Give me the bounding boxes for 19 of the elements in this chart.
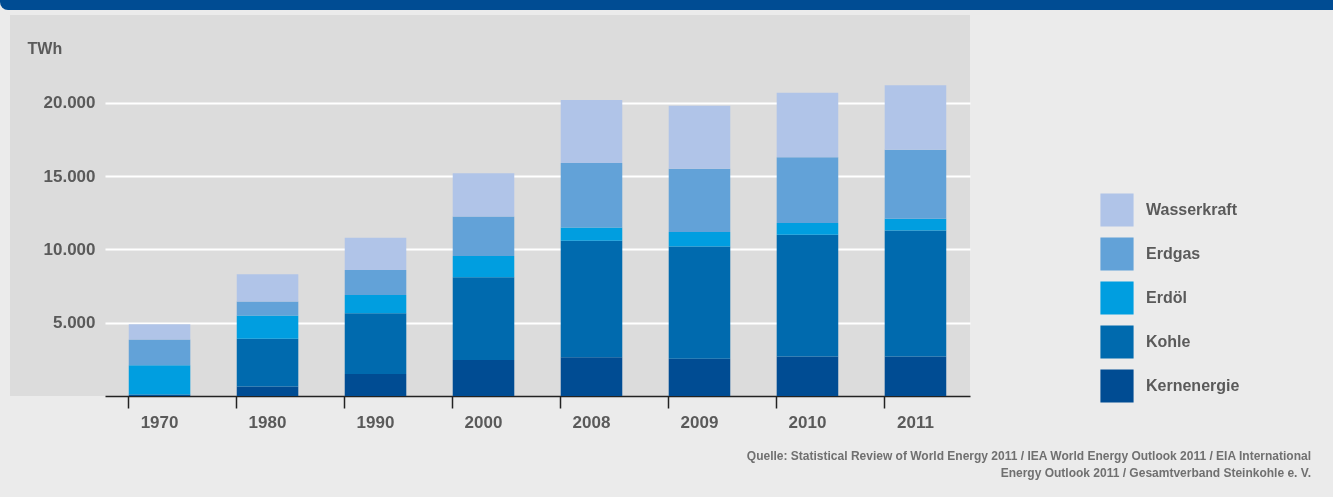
y-tick-label: 5.000 bbox=[52, 313, 96, 333]
y-tick-label: 20.000 bbox=[43, 93, 96, 113]
x-tick-label: 2011 bbox=[897, 412, 934, 432]
legend-label: Kohle bbox=[1146, 333, 1191, 350]
y-tick-label: 10.000 bbox=[43, 239, 96, 259]
x-tick-label: 2010 bbox=[788, 412, 827, 432]
legend-label: Erdgas bbox=[1146, 245, 1201, 262]
source-note: Quelle: Statistical Review of World Energy 2011 / IEA World Energy Outlook 2011 / EIA International Energy Outlook 2011 / Gesamtverband Steinkohle e. V. bbox=[745, 448, 1311, 482]
x-tick-label: 2000 bbox=[464, 412, 503, 432]
x-tick-label: 1980 bbox=[248, 412, 287, 432]
legend-label: Kernenergie bbox=[1146, 377, 1240, 394]
x-tick-label: 1970 bbox=[140, 412, 179, 432]
y-axis-title: TWh bbox=[27, 39, 63, 57]
y-tick-label: 15.000 bbox=[43, 166, 96, 186]
x-tick-label: 2009 bbox=[680, 412, 719, 432]
x-tick-label: 1990 bbox=[356, 412, 395, 432]
legend-label: Wasserkraft bbox=[1146, 201, 1238, 218]
legend-label: Erdöl bbox=[1146, 289, 1187, 306]
x-tick-label: 2008 bbox=[572, 412, 611, 432]
